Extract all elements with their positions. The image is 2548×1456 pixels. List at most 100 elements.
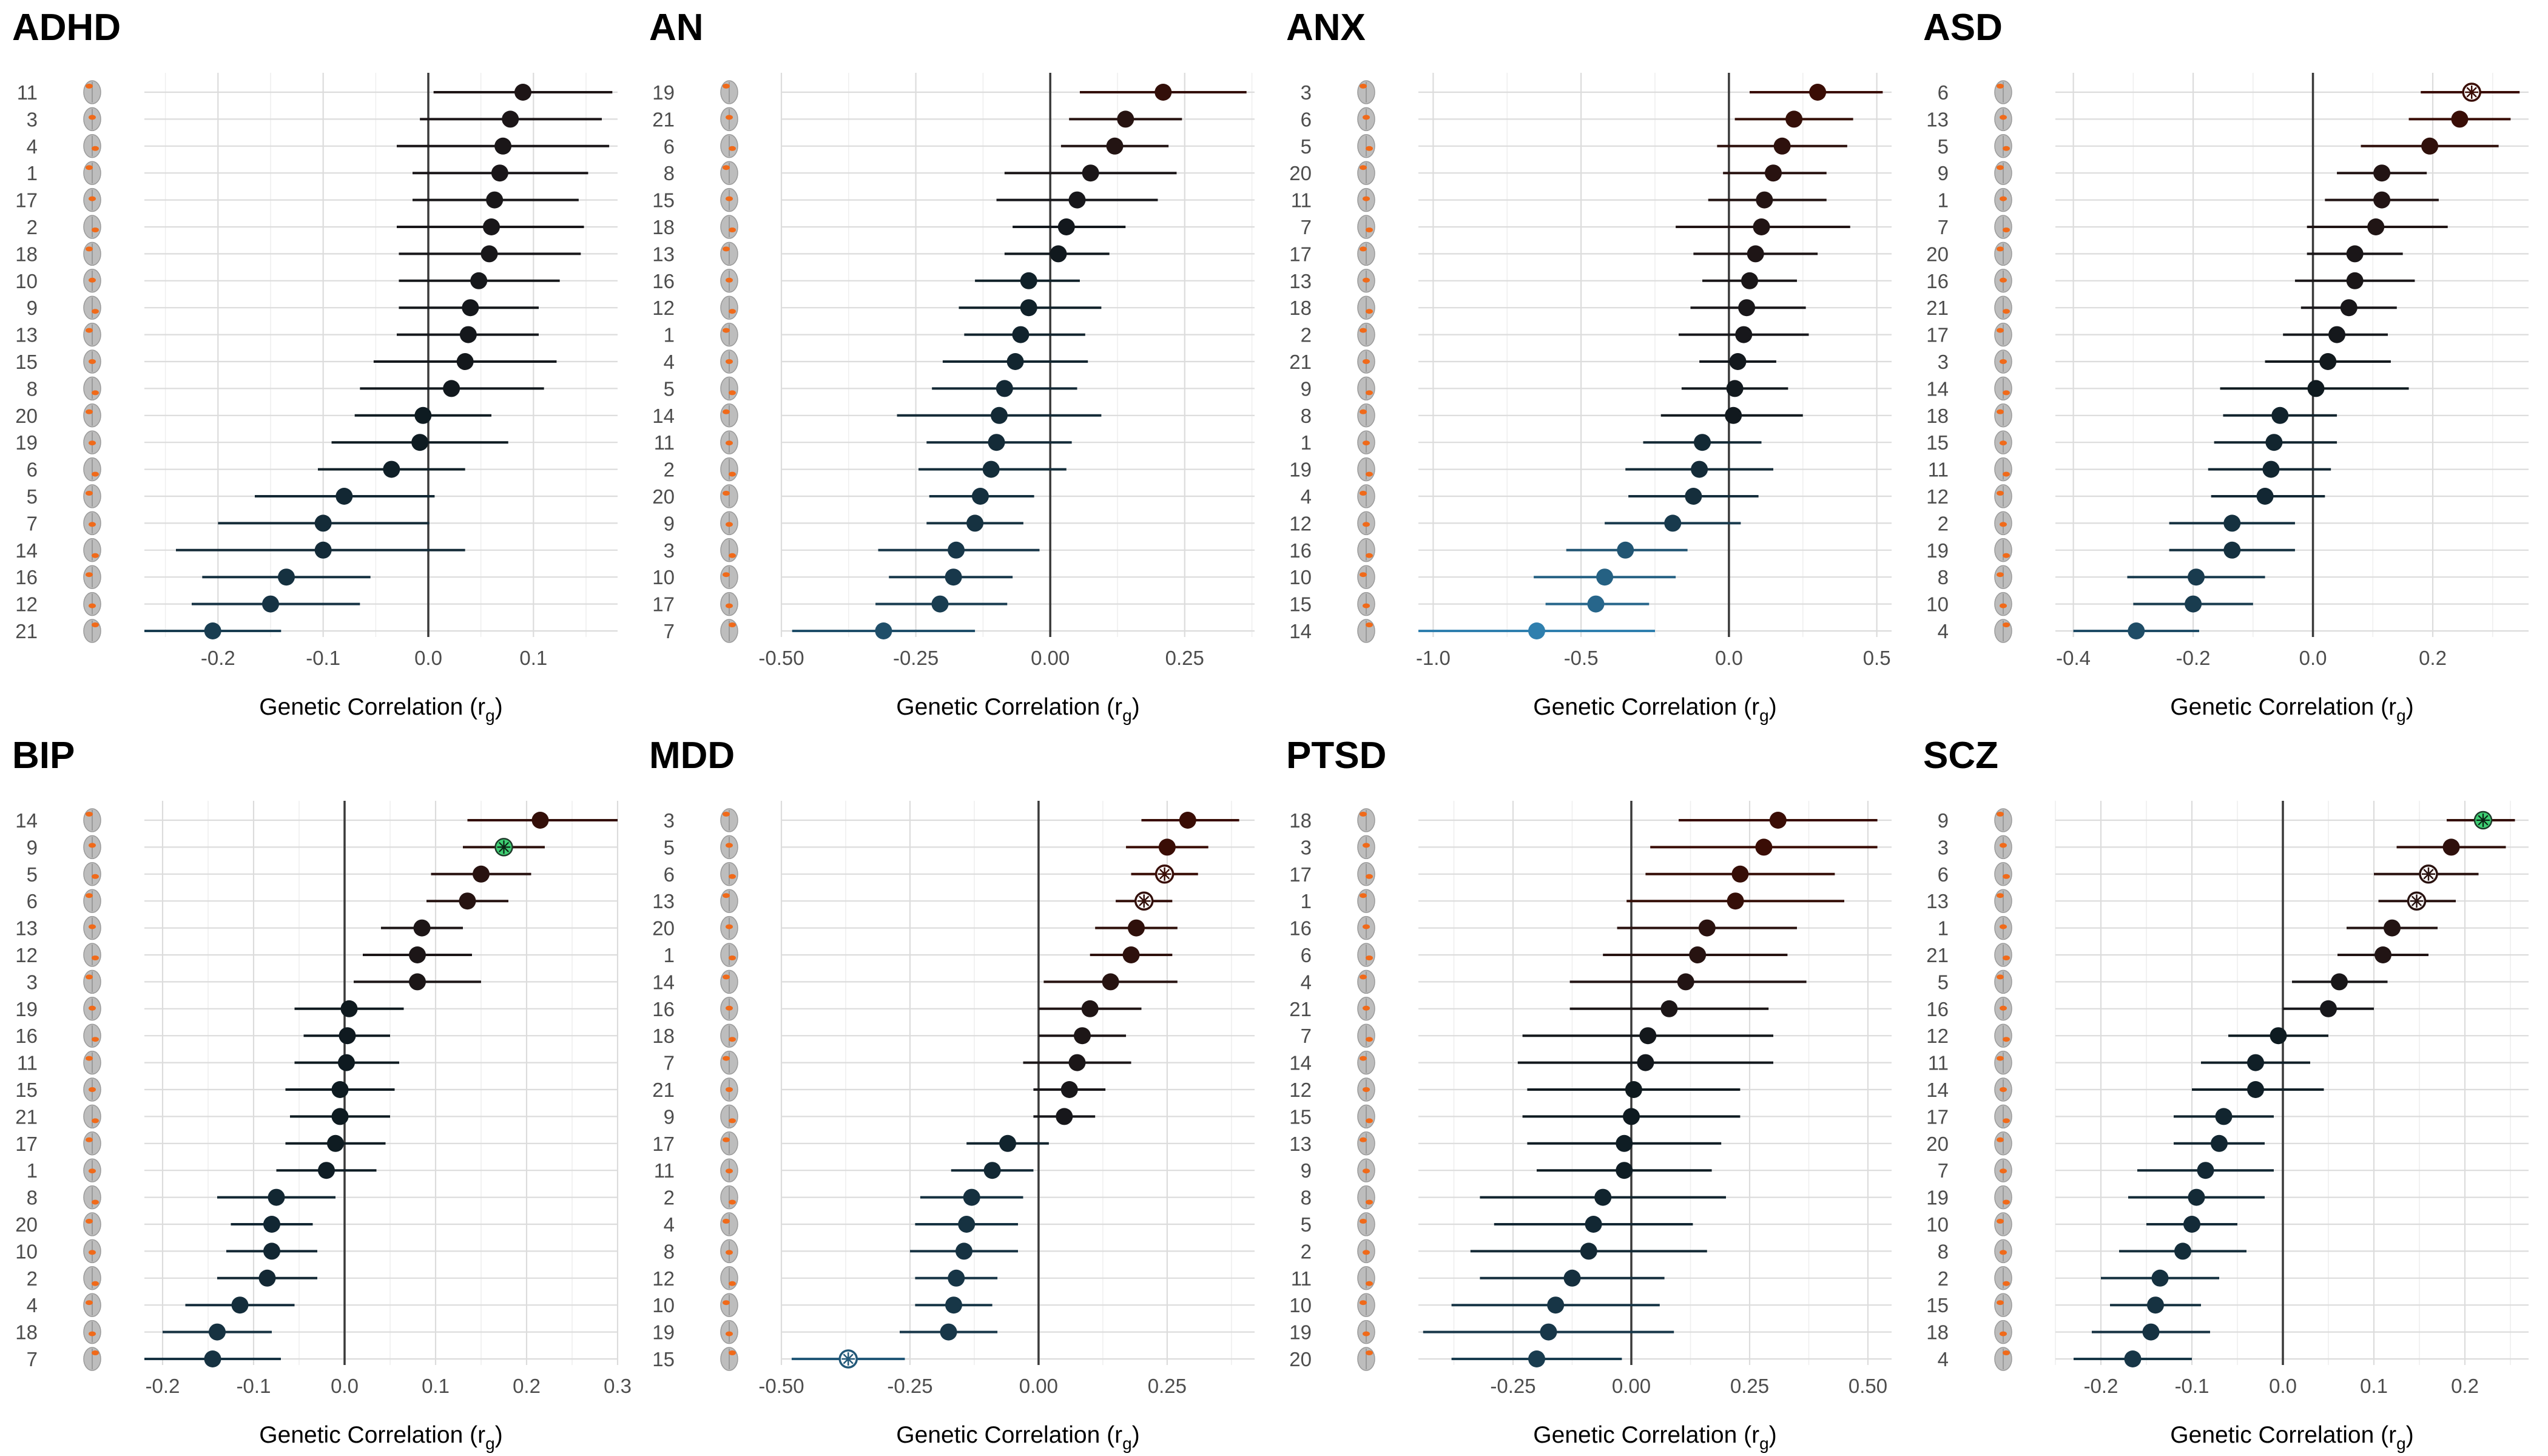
row-13: 13 [652,889,1173,913]
brain-icon [83,511,101,536]
y-tick-label: 4 [1301,485,1312,508]
brain-icon [1357,889,1375,913]
brain-icon [83,1023,101,1048]
y-tick-label: 17 [1926,1105,1949,1128]
gridlines [144,73,618,637]
point-estimate [1128,919,1145,937]
y-tick-label: 5 [27,485,38,508]
brain-icon [83,1104,101,1129]
brain-icon [1357,835,1375,860]
brain-icon [720,376,738,401]
point-estimate [2346,245,2364,263]
brain-icon [1994,349,2012,374]
brain-icon [1357,1347,1375,1371]
point-estimate [483,218,500,235]
point-estimate [1081,1000,1099,1017]
point-estimate [258,1269,276,1287]
row-2: 2 [664,457,1067,482]
brain-icon [1994,619,2012,643]
y-tick-label: 8 [664,162,675,184]
brain-icon [720,943,738,967]
row-20: 20 [1926,241,2403,266]
y-tick-label: 6 [1301,108,1312,130]
brain-icon [83,538,101,562]
point-estimate [1809,84,1827,101]
y-tick-label: 3 [664,809,675,832]
row-21: 21 [652,1077,1106,1102]
brain-icon [1994,1131,2012,1156]
row-20: 20 [15,403,491,428]
brain-icon [720,484,738,508]
brain-icon [1994,889,2012,913]
row-1: 1 [1938,915,2438,940]
brain-icon [1357,322,1375,347]
row-16: 16 [1289,915,1797,940]
point-estimate [1616,1162,1633,1179]
point-estimate [2384,919,2401,937]
y-tick-label: 20 [652,485,675,508]
point-estimate [263,1242,280,1260]
point-estimate [945,568,962,586]
brain-icon [1994,295,2012,320]
point-estimate [1154,84,1172,101]
point-estimate [486,191,504,209]
y-tick-label: 16 [652,270,675,292]
point-estimate [491,164,508,182]
brain-icon [720,430,738,454]
point-estimate [278,568,295,586]
x-tick-label: 0.00 [1019,1375,1058,1397]
row-10: 10 [15,1239,317,1264]
x-tick-label: -0.1 [306,647,340,669]
y-tick-label: 19 [652,1321,675,1344]
point-estimate [1685,488,1702,505]
row-1: 1 [27,1158,377,1182]
row-15: 15 [652,187,1158,212]
y-tick-label: 5 [1301,1213,1312,1236]
row-14: 14 [652,969,1178,994]
point-estimate [531,812,549,829]
brain-icon [1994,430,2012,454]
brain-icon [1357,1158,1375,1182]
row-2: 2 [1938,1266,2219,1290]
x-axis-title: Genetic Correlation (rg) [2170,694,2413,725]
row-9: 9 [664,1104,1096,1129]
brain-icon [1357,808,1375,832]
y-tick-label: 2 [27,1267,38,1290]
y-tick-label: 12 [15,593,38,616]
brain-icon [1994,835,2012,860]
brain-icon [1994,322,2012,347]
row-10: 10 [652,565,1013,589]
row-2: 2 [1301,322,1809,347]
y-tick-label: 15 [1926,431,1949,454]
brain-icon [1994,969,2012,994]
point-estimate [1528,622,1545,639]
row-13: 13 [1926,107,2511,132]
x-tick-label: -1.0 [1416,647,1451,669]
y-tick-label: 19 [1289,1321,1312,1344]
gridlines [1418,801,1892,1365]
y-tick-label: 10 [652,1294,675,1316]
y-tick-label: 11 [17,81,38,104]
row-15: 15 [1289,1104,1741,1129]
y-tick-label: 1 [1938,189,1949,212]
y-tick-label: 19 [652,81,675,104]
y-tick-label: 14 [15,539,38,562]
y-tick-label: 12 [1289,512,1312,534]
point-estimate [1020,299,1037,317]
panel-title: PTSD [1286,735,1386,777]
point-estimate [1639,1027,1657,1045]
panel-title: BIP [12,735,75,777]
y-tick-label: 19 [1926,1187,1949,1209]
y-tick-label: 21 [652,108,675,130]
point-estimate [409,946,426,963]
point-estimate [2247,1054,2264,1071]
brain-icon [83,134,101,158]
row-4: 4 [1301,969,1807,994]
point-estimate [966,514,984,532]
point-estimate [1106,137,1124,155]
y-tick-label: 19 [1926,539,1949,562]
brain-icon [1357,1266,1375,1290]
point-estimate [1747,245,1764,263]
y-tick-label: 6 [27,890,38,912]
y-tick-label: 2 [1938,1267,1949,1290]
